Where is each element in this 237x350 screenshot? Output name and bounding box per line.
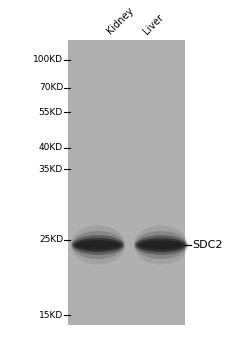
Ellipse shape (134, 225, 188, 265)
Text: 40KD: 40KD (39, 144, 63, 153)
Text: 15KD: 15KD (39, 310, 63, 320)
Text: Liver: Liver (141, 12, 165, 36)
Text: 25KD: 25KD (39, 236, 63, 245)
Ellipse shape (72, 231, 124, 259)
Ellipse shape (136, 238, 186, 252)
Ellipse shape (78, 241, 118, 248)
Ellipse shape (135, 235, 187, 255)
Ellipse shape (72, 235, 124, 255)
Text: Kidney: Kidney (105, 5, 136, 36)
Text: 70KD: 70KD (39, 84, 63, 92)
Ellipse shape (81, 243, 115, 247)
Ellipse shape (144, 243, 178, 247)
Ellipse shape (71, 225, 125, 265)
Ellipse shape (138, 240, 184, 250)
Text: SDC2: SDC2 (192, 240, 223, 250)
Text: 100KD: 100KD (33, 56, 63, 64)
Text: 35KD: 35KD (39, 164, 63, 174)
Ellipse shape (134, 231, 187, 259)
Text: 55KD: 55KD (39, 107, 63, 117)
FancyBboxPatch shape (68, 40, 185, 325)
Ellipse shape (73, 238, 123, 252)
Ellipse shape (75, 240, 121, 250)
Ellipse shape (141, 241, 181, 248)
